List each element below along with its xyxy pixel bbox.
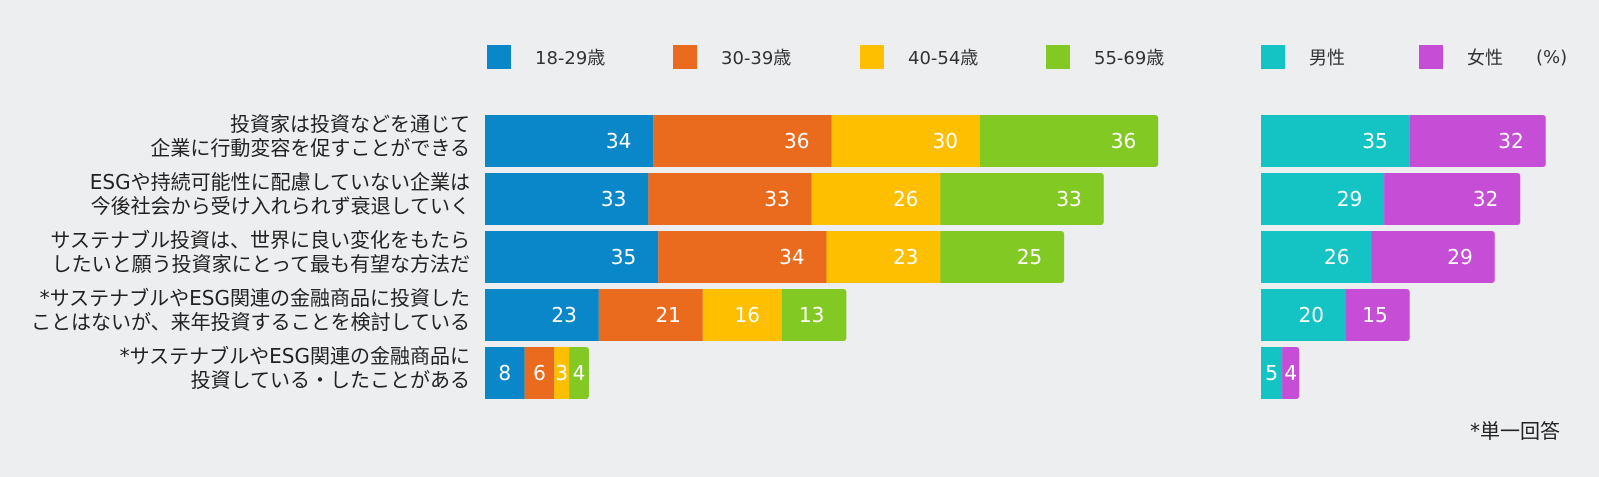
data-label: 32 — [1473, 187, 1498, 211]
data-label: 25 — [1017, 245, 1042, 269]
category-label: 投資している・したことがある — [191, 368, 470, 392]
legend-swatch — [1046, 45, 1070, 69]
data-label: 23 — [551, 303, 576, 327]
data-label: 3 — [555, 361, 568, 385]
data-label: 36 — [1111, 129, 1136, 153]
data-label: 8 — [498, 361, 511, 385]
data-label: 35 — [1362, 129, 1387, 153]
data-label: 33 — [1056, 187, 1081, 211]
category-label: 今後社会から受け入れられず衰退していく — [91, 194, 470, 218]
age-bar-segment — [811, 173, 941, 225]
age-bar-segment — [485, 231, 659, 283]
gender-bar-segment-edge — [1371, 231, 1376, 283]
category-label: ESGや持続可能性に配慮していない企業は — [90, 170, 470, 194]
gender-bar-segment — [1261, 115, 1410, 167]
category-label: サステナブル投資は、世界に良い変化をもたら — [50, 228, 470, 252]
gender-bar-segment — [1346, 289, 1410, 341]
data-label: 15 — [1362, 303, 1387, 327]
data-label: 6 — [533, 361, 546, 385]
gender-bar-segment — [1261, 289, 1346, 341]
unit-label: (%) — [1536, 47, 1567, 68]
data-label: 13 — [799, 303, 824, 327]
data-label: 32 — [1498, 129, 1523, 153]
age-bar-segment — [485, 289, 599, 341]
legend-label: 男性 — [1309, 48, 1345, 69]
gender-bar-segment — [1261, 173, 1385, 225]
age-bar-segment — [598, 289, 703, 341]
legend-swatch — [673, 45, 697, 69]
data-label: 20 — [1299, 303, 1324, 327]
age-bar-segment — [485, 173, 649, 225]
age-bar-segment — [826, 231, 941, 283]
category-label: 投資家は投資などを通じて — [230, 112, 470, 136]
gender-bar-segment — [1282, 347, 1300, 399]
age-bar-segment — [782, 289, 847, 341]
age-bar-segment-edge — [569, 347, 574, 399]
gender-bar-segment-edge — [1384, 173, 1389, 225]
legend-swatch — [487, 45, 511, 69]
gender-bar-segment — [1261, 231, 1372, 283]
age-bar-segment — [485, 115, 654, 167]
age-bar-segment — [940, 231, 1065, 283]
data-label: 34 — [606, 129, 631, 153]
data-label: 30 — [933, 129, 958, 153]
category-label: ことはないが、来年投資することを検討している — [31, 310, 470, 334]
data-label: 34 — [779, 245, 804, 269]
legend-label: 40-54歳 — [908, 48, 978, 69]
gender-bar-segment-edge — [1346, 289, 1350, 341]
age-bar-segment — [524, 347, 555, 399]
legend-label: 女性 — [1467, 48, 1503, 69]
data-label: 35 — [611, 245, 636, 269]
age-bar-segment — [940, 173, 1104, 225]
data-label: 29 — [1337, 187, 1362, 211]
gender-bar-segment-edge — [1409, 115, 1414, 167]
age-bar-segment — [702, 289, 782, 341]
data-label: 26 — [1324, 245, 1349, 269]
data-label: 21 — [655, 303, 680, 327]
gender-bar-segment — [1384, 173, 1521, 225]
footnote: *単一回答 — [1470, 419, 1560, 443]
legend-label: 30-39歳 — [721, 48, 791, 69]
data-label: 36 — [784, 129, 809, 153]
legend-label: 55-69歳 — [1094, 48, 1164, 69]
age-bar-segment-edge — [940, 173, 945, 225]
gender-bar-segment-edge — [1282, 347, 1287, 399]
data-label: 29 — [1447, 245, 1472, 269]
gender-bar-segment — [1371, 231, 1495, 283]
age-bar-segment — [485, 347, 525, 399]
age-bar-segment — [980, 115, 1159, 167]
data-label: 33 — [764, 187, 789, 211]
data-label: 16 — [735, 303, 760, 327]
data-label: 4 — [1284, 361, 1297, 385]
data-label: 26 — [893, 187, 918, 211]
category-label: 企業に行動変容を促すことができる — [150, 136, 470, 160]
age-bar-segment — [554, 347, 570, 399]
age-bar-segment — [653, 115, 832, 167]
data-label: 5 — [1265, 361, 1278, 385]
category-label: *サステナブルやESG関連の金融商品に — [120, 344, 470, 368]
gender-bar-segment — [1261, 347, 1283, 399]
age-bar-segment-edge — [980, 115, 984, 167]
age-bar-segment — [658, 231, 827, 283]
legend-swatch — [860, 45, 884, 69]
legend-swatch — [1419, 45, 1443, 69]
data-label: 4 — [573, 361, 586, 385]
data-label: 33 — [601, 187, 626, 211]
age-bar-segment — [569, 347, 589, 399]
age-bar-segment — [831, 115, 980, 167]
data-label: 23 — [893, 245, 918, 269]
legend-swatch — [1261, 45, 1285, 69]
category-label: したいと願う投資家にとって最も有望な方法だ — [52, 252, 470, 276]
gender-bars: 35 32 29 32 26 29 20 15 5 4 — [1261, 115, 1546, 399]
gender-bar-segment — [1409, 115, 1546, 167]
legend-label: 18-29歳 — [535, 48, 605, 69]
category-label: *サステナブルやESG関連の金融商品に投資した — [40, 286, 470, 310]
age-bar-segment-edge — [782, 289, 786, 341]
age-bar-segment-edge — [940, 231, 945, 283]
age-bar-segment — [648, 173, 812, 225]
legend: 18-29歳 30-39歳 40-54歳 55-69歳 男性 女性 — [487, 45, 1503, 69]
